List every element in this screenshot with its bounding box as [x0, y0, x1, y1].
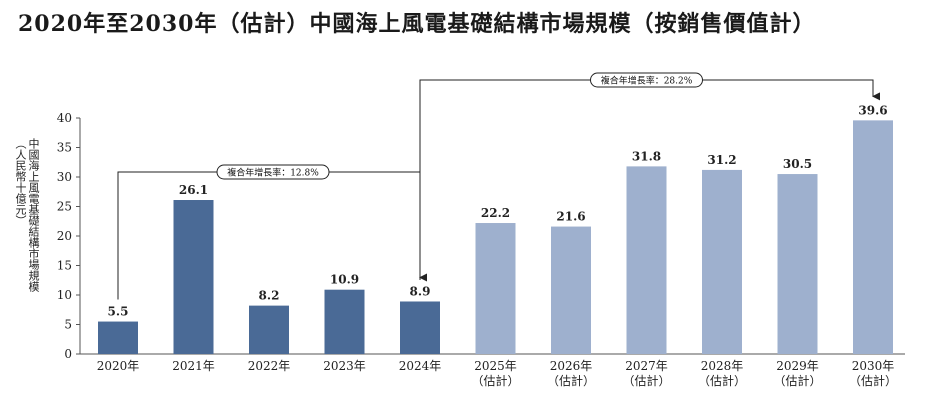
data-label: 26.1 [179, 183, 208, 197]
data-label: 8.9 [410, 284, 431, 298]
cagr-label: 複合年增長率：28.2% [601, 75, 693, 87]
y-tick-label: 30 [57, 170, 72, 184]
data-label: 21.6 [556, 210, 585, 224]
x-tick-label: 2030年 [852, 359, 895, 373]
bar [626, 166, 667, 354]
y-axis-label: 中國海上風電基礎結構市場規模 （人民幣十億元） [14, 138, 40, 292]
bar [551, 226, 591, 354]
bar [777, 174, 818, 354]
bar [702, 169, 742, 354]
x-tick-label: （估計） [622, 373, 670, 388]
x-tick-label: 2023年 [323, 359, 366, 373]
x-tick-label: 2020年 [97, 359, 140, 373]
bar [98, 321, 138, 354]
y-tick-label: 40 [57, 111, 72, 125]
y-tick-label: 10 [57, 288, 72, 302]
y-tick-label: 35 [57, 141, 72, 155]
data-label: 31.2 [707, 153, 736, 167]
data-label: 39.6 [858, 103, 887, 117]
x-tick-label: 2025年 [474, 359, 517, 373]
data-label: 22.2 [481, 206, 510, 220]
cagr-bracket [117, 171, 427, 300]
y-tick-label: 25 [57, 200, 72, 214]
x-tick-label: （估計） [773, 373, 821, 388]
x-tick-label: 2024年 [399, 359, 442, 373]
x-tick-label: （估計） [547, 373, 595, 388]
data-label: 5.5 [108, 305, 129, 319]
data-label: 8.2 [259, 289, 280, 303]
cagr-box [216, 164, 330, 180]
x-tick-label: 2026年 [550, 359, 593, 373]
x-tick-label: （估計） [471, 373, 519, 388]
bar [475, 223, 516, 354]
bar [249, 305, 289, 354]
y-tick-label: 20 [57, 229, 72, 243]
y-axis-label-line-2: （人民幣十億元） [14, 138, 27, 226]
cagr-label: 複合年增長率：12.8% [227, 167, 319, 179]
bar [400, 301, 440, 354]
x-tick-label: 2029年 [776, 359, 819, 373]
y-tick-label: 0 [64, 347, 72, 361]
bar [173, 200, 214, 354]
cagr-box [590, 72, 703, 88]
bar [324, 289, 365, 354]
x-tick-label: 2021年 [172, 359, 215, 373]
data-label: 30.5 [783, 157, 812, 171]
x-tick-label: 2028年 [701, 359, 744, 373]
x-tick-label: （估計） [849, 373, 897, 388]
x-tick-label: （估計） [698, 373, 746, 388]
y-tick-label: 15 [57, 259, 72, 273]
y-axis-label-line-1: 中國海上風電基礎結構市場規模 [27, 138, 40, 292]
data-label: 31.8 [632, 149, 661, 163]
x-tick-label: 2027年 [625, 359, 668, 373]
bar [853, 120, 893, 354]
y-tick-label: 5 [64, 318, 72, 332]
data-label: 10.9 [330, 273, 359, 287]
chart-title: 2020年至2030年（估計）中國海上風電基礎結構市場規模（按銷售價值計） [18, 11, 816, 37]
x-tick-label: 2022年 [248, 359, 291, 373]
